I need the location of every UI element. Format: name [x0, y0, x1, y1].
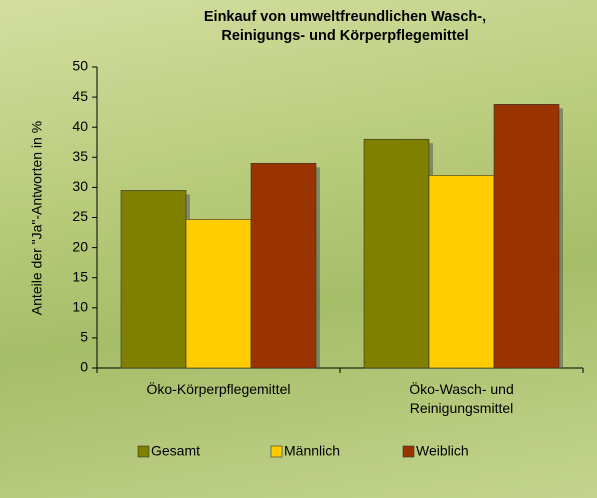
y-tick-label: 35: [72, 148, 88, 164]
bar: [185, 219, 252, 369]
legend-label: Weiblich: [416, 443, 469, 459]
y-tick-label: 30: [72, 178, 88, 194]
x-tick-label: Öko-Wasch- und Reinigungsmittel: [409, 381, 514, 416]
y-tick-label: 40: [72, 118, 88, 134]
legend-label: Männlich: [284, 443, 340, 459]
bar: [250, 163, 317, 369]
y-tick-label: 20: [72, 238, 88, 254]
chart-title: Einkauf von umweltfreundlichen Wasch-, R…: [203, 9, 487, 44]
y-tick-label: 5: [80, 329, 88, 345]
bar: [428, 175, 495, 369]
y-tick-label: 0: [80, 359, 88, 375]
legend-swatch: [137, 445, 150, 458]
y-tick-label: 25: [72, 208, 88, 224]
y-tick-label: 45: [72, 88, 88, 104]
bar: [120, 190, 187, 369]
bar: [363, 138, 430, 369]
y-axis-label: Anteile der "Ja"-Antworten in %: [29, 121, 45, 315]
legend-label: Gesamt: [151, 443, 200, 459]
y-tick-label: 15: [72, 268, 88, 284]
y-tick-label: 10: [72, 299, 88, 315]
legend-swatch: [270, 445, 283, 458]
bar: [493, 104, 560, 369]
y-tick-label: 50: [72, 58, 88, 74]
x-tick-label: Öko-Körperpflegemittel: [146, 381, 291, 397]
legend-swatch: [402, 445, 415, 458]
